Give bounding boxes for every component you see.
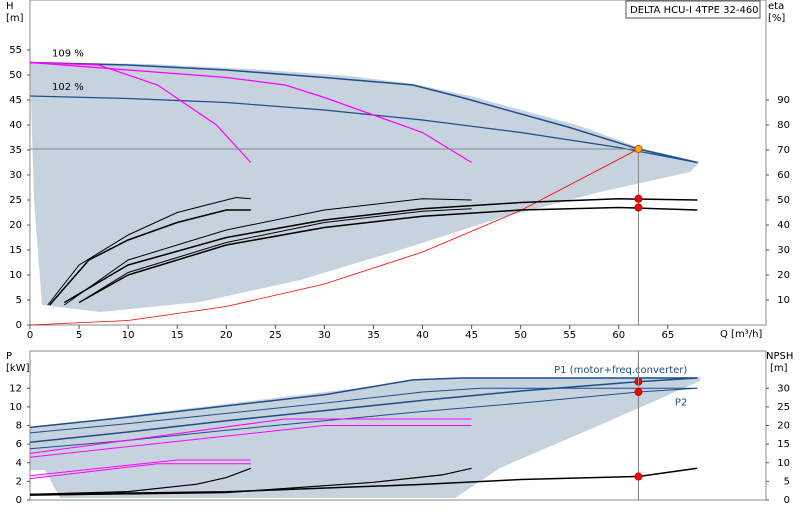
y-tick-label: 40 (9, 120, 22, 131)
y2-tick-label: 30 (777, 245, 790, 256)
curve (29, 459, 251, 477)
y-tick-label: 5 (16, 295, 22, 306)
x-tick-label: 30 (318, 330, 331, 341)
y-axis-label: H (6, 1, 14, 12)
y-tick-label: 12 (9, 383, 22, 394)
x-axis-label: Q [m³/h] (720, 329, 762, 340)
y2-axis-label: NPSH (766, 351, 793, 362)
duty-point (634, 387, 643, 396)
curve (29, 467, 698, 496)
y-tick-label: 0 (16, 495, 22, 506)
duty-point (634, 145, 643, 153)
operating-area (30, 377, 700, 498)
curve (29, 61, 698, 164)
y-tick-label: 55 (9, 45, 22, 56)
x-tick-label: 10 (122, 330, 135, 341)
y2-tick-label: 80 (777, 120, 790, 131)
y-tick-label: 6 (16, 439, 22, 450)
curve (29, 463, 251, 480)
plot-layer: 0 5 10 15 20 25 30 35 40 45 50 55 60 6505101520253035… (9, 45, 790, 506)
y-tick-label: 35 (9, 145, 22, 156)
x-tick-label: 50 (514, 330, 527, 341)
y-axis-unit: [kW] (6, 363, 30, 374)
y2-tick-label: 10 (777, 458, 790, 469)
y2-axis-unit: [%] (768, 13, 785, 24)
duty-point (634, 472, 643, 481)
y2-tick-label: 20 (777, 270, 790, 281)
x-tick-label: 25 (269, 330, 282, 341)
curve (29, 377, 698, 444)
curve (29, 377, 698, 429)
duty-point (634, 194, 643, 203)
curve-label: 102 % (52, 82, 84, 93)
y-tick-label: 45 (9, 95, 22, 106)
y2-tick-label: 60 (777, 170, 790, 181)
y-tick-label: 10 (9, 270, 22, 281)
y-tick-label: 50 (9, 70, 22, 81)
operating-area (30, 62, 700, 312)
plot-frame (29, 0, 767, 326)
x-tick-label: 65 (661, 330, 674, 341)
y-axis-label: P (6, 351, 12, 362)
y2-tick-label: 25 (777, 402, 790, 413)
y2-tick-label: 90 (777, 95, 790, 106)
curve (29, 425, 472, 458)
y2-tick-label: 40 (777, 220, 790, 231)
curve (78, 206, 698, 304)
y-tick-label: 15 (9, 245, 22, 256)
curve (29, 467, 252, 495)
x-tick-label: 40 (416, 330, 429, 341)
chart-title: DELTA HCU-I 4TPE 32-460 (630, 5, 759, 16)
x-tick-label: 55 (563, 330, 576, 341)
curve (47, 196, 251, 306)
curve (29, 387, 698, 434)
x-tick-label: 60 (612, 330, 625, 341)
y-tick-label: 4 (16, 458, 22, 469)
curve-label: P1 (motor+freq.converter) (554, 365, 687, 376)
x-tick-label: 45 (465, 330, 478, 341)
curve (29, 418, 472, 454)
y2-tick-label: 0 (784, 495, 790, 506)
title-box (625, 0, 761, 19)
y-tick-label: 2 (16, 476, 22, 487)
curve-label: P2 (675, 397, 687, 408)
y2-tick-label: 10 (777, 295, 790, 306)
y-tick-label: 10 (9, 402, 22, 413)
x-tick-label: 0 (27, 330, 33, 341)
curve (29, 467, 472, 496)
x-tick-label: 35 (367, 330, 380, 341)
y2-tick-label: 5 (784, 476, 790, 487)
y-tick-label: 8 (16, 421, 22, 432)
x-tick-label: 15 (171, 330, 184, 341)
y-tick-label: 0 (16, 320, 22, 331)
y2-tick-label: 70 (777, 145, 790, 156)
curve (29, 61, 252, 163)
y-tick-label: 20 (9, 220, 22, 231)
y-axis-unit: [m] (6, 13, 24, 24)
curve (63, 198, 698, 304)
x-tick-label: 20 (220, 330, 233, 341)
curve (29, 387, 698, 450)
y2-tick-label: 50 (777, 195, 790, 206)
duty-point (634, 203, 643, 212)
y2-tick-label: 30 (777, 383, 790, 394)
curve (49, 209, 251, 306)
y2-tick-label: 15 (777, 439, 790, 450)
curve-label: 109 % (52, 49, 84, 60)
x-tick-label: 5 (76, 330, 82, 341)
y2-axis-unit: [m] (770, 363, 788, 374)
y2-tick-label: 20 (777, 421, 790, 432)
y2-axis-label: eta (768, 1, 784, 12)
curve (78, 208, 472, 303)
curve (64, 198, 472, 306)
y-tick-label: 30 (9, 170, 22, 181)
curve (29, 61, 472, 164)
y-tick-label: 25 (9, 195, 22, 206)
